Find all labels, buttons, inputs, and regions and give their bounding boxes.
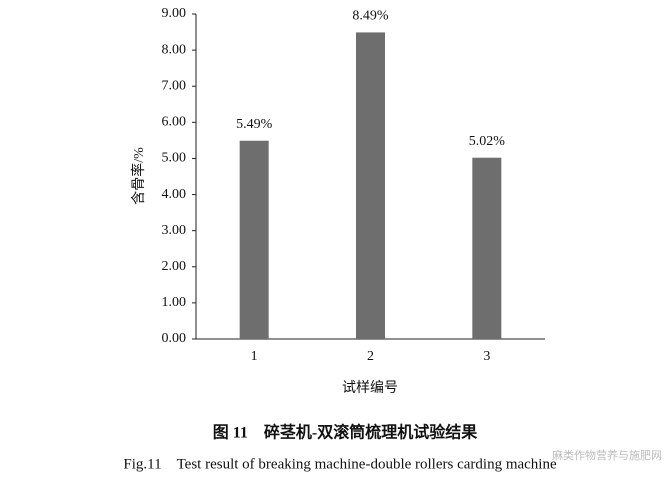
bar: [239, 140, 269, 339]
bar: [356, 32, 385, 340]
value-label: 5.02%: [469, 134, 506, 149]
value-label: 5.49%: [236, 117, 273, 132]
y-tick-label: 9.00: [162, 6, 187, 21]
y-axis-label: 含骨率/%: [130, 147, 147, 205]
y-tick-label: 2.00: [162, 259, 187, 274]
x-axis-label: 试样编号: [342, 380, 398, 396]
y-tick-label: 0.00: [162, 331, 187, 346]
y-tick-label: 3.00: [162, 223, 187, 238]
bar: [472, 157, 502, 339]
caption: 图 11 碎茎机-双滚筒梳理机试验结果: [213, 423, 477, 442]
x-tick-label: 1: [251, 349, 258, 364]
caption-en: Fig.11 Test result of breaking machine-d…: [123, 456, 557, 472]
value-label: 8.49%: [352, 9, 389, 24]
y-tick-label: 5.00: [162, 151, 187, 166]
x-tick-label: 3: [483, 349, 490, 364]
y-tick-label: 7.00: [162, 78, 187, 93]
y-tick-label: 4.00: [162, 187, 187, 202]
y-tick-label: 6.00: [162, 115, 187, 130]
y-tick-label: 1.00: [162, 295, 187, 310]
watermark: 麻类作物营养与施肥网: [552, 448, 662, 462]
x-tick-label: 2: [367, 349, 374, 364]
y-tick-label: 8.00: [162, 42, 187, 57]
